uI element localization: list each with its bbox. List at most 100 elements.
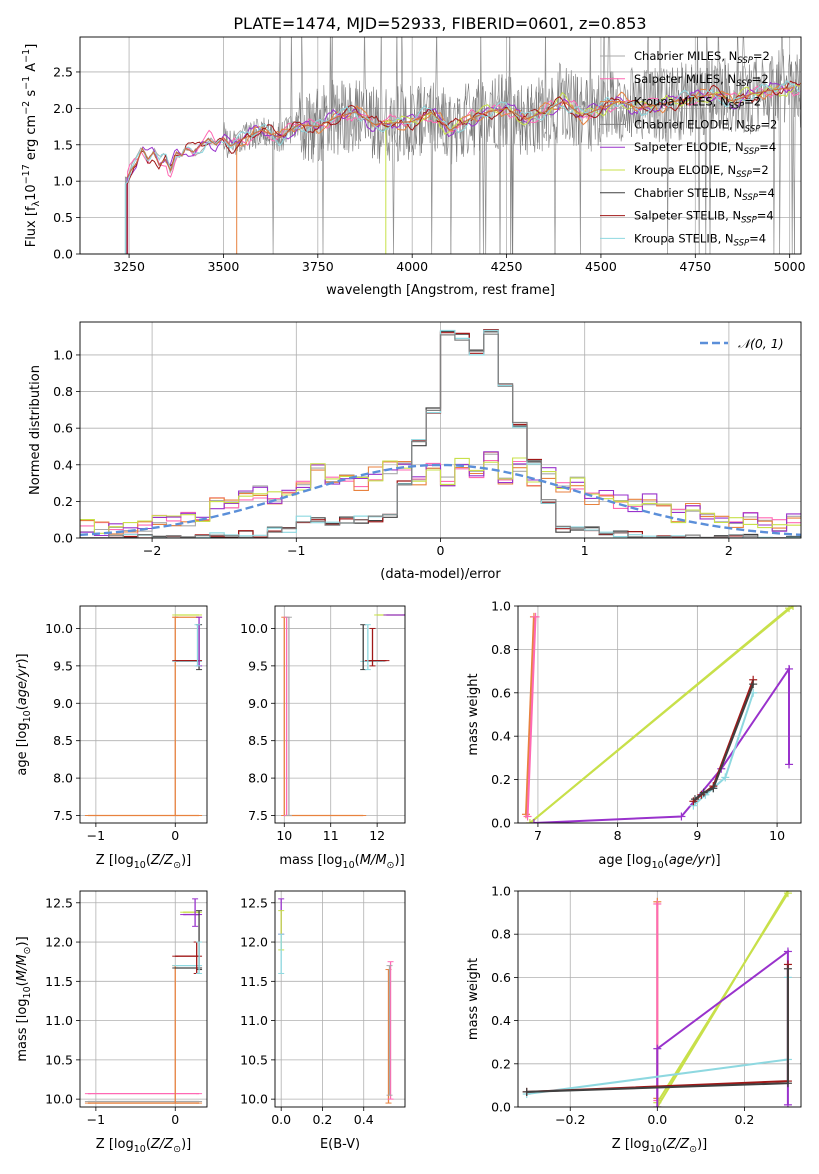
massweight-vs-Z-frame	[517, 890, 802, 1108]
label-part: ⊙	[173, 1144, 181, 1155]
label-part: Flux [f	[24, 206, 39, 247]
axes-age-vs-mass: 10 11 12 7.5 8.0 8.5 9.0 9.5 10.0	[240, 606, 405, 843]
y-tick-label: 11.0	[240, 1013, 268, 1028]
y-tick-label: 9.5	[248, 658, 268, 673]
legend-label: 𝒩(0, 1)	[738, 336, 784, 351]
y-tick-label: 10.5	[45, 1052, 73, 1067]
y-tick-label: 0.0	[53, 531, 73, 546]
label-part: (	[15, 981, 30, 986]
x-tick-label: 0.2	[313, 1112, 333, 1127]
y-tick-label: 0.2	[53, 494, 73, 509]
legend-name: Kroupa ELODIE, N	[634, 163, 736, 177]
label-part: (	[146, 853, 151, 868]
legend-sub: SSP	[736, 170, 752, 180]
label-part: Z [log	[96, 1137, 134, 1152]
x-tick-label: 0.0	[647, 1112, 667, 1127]
label-part: −2	[21, 101, 32, 115]
legend-sub: SSP	[741, 216, 757, 226]
spectrum-xlabel: wavelength [Angstrom, rest frame]	[326, 283, 555, 298]
legend-name: Chabrier STELIB, N	[634, 186, 742, 200]
age-vs-Z-xlabel: Z [log10(Z/Z⊙)]	[96, 853, 191, 871]
weight-line-1	[526, 616, 537, 817]
label-part: age/yr	[15, 662, 30, 705]
label-part: 10	[22, 986, 33, 998]
residual-hists	[80, 329, 801, 538]
label-part: 10	[652, 860, 664, 871]
y-tick-label: 12.5	[45, 895, 73, 910]
segments-mass-vs-EBV	[278, 898, 394, 1104]
weight-line-7	[692, 679, 755, 803]
legend-sub: SSP	[736, 79, 752, 89]
segments-age-vs-Z	[84, 614, 203, 817]
y-tick-label: 0.4	[53, 457, 73, 472]
x-tick-label: 0.0	[271, 1112, 291, 1127]
x-tick-label: 4000	[396, 259, 428, 274]
y-tick-label: 2.0	[53, 101, 73, 116]
legend-name: Salpeter STELIB, N	[634, 209, 741, 223]
label-part: −17	[21, 164, 32, 184]
label-part: 10	[22, 710, 33, 722]
y-tick-label: 0.8	[53, 384, 73, 399]
spectrum-model-8	[124, 80, 801, 254]
label-part: (	[355, 853, 360, 868]
legend-sub: SSP	[737, 56, 753, 66]
x-tick-label: 3500	[208, 259, 240, 274]
axes-age-vs-Z: −1 0 7.5 8.0 8.5 9.0 9.5 10.0	[45, 606, 207, 843]
label-part: −1	[21, 49, 32, 63]
label-part: mass [log	[15, 998, 30, 1061]
spectrum-continuum	[126, 87, 790, 178]
y-tick-label: 0.6	[491, 685, 511, 700]
y-tick-label: 8.0	[53, 771, 73, 786]
y-tick-label: 12.5	[240, 895, 268, 910]
legend-label: Kroupa MILES, NSSP=2	[634, 95, 761, 112]
y-tick-label: 10.0	[45, 1092, 73, 1107]
figure-title: PLATE=1474, MJD=52933, FIBERID=0601, z=0…	[233, 14, 646, 33]
x-tick-label: 7	[534, 828, 542, 843]
legend-sub: SSP	[729, 102, 745, 112]
y-tick-label: 0.2	[491, 1056, 511, 1071]
x-tick-label: 3250	[113, 259, 145, 274]
y-tick-label: 1.0	[53, 174, 73, 189]
x-tick-label: 0.2	[734, 1112, 754, 1127]
y-tick-label: 10.0	[45, 621, 73, 636]
residuals-frame	[79, 321, 802, 539]
spectrum-ylabel: Flux [fλ10−17 erg cm−2 s−1 A−1]	[21, 44, 42, 248]
label-part: )]	[697, 1137, 707, 1152]
label-part: λ	[31, 200, 42, 206]
legend-name: Kroupa MILES, N	[634, 95, 729, 109]
label-part: ]	[24, 44, 39, 49]
x-tick-label: 4750	[679, 259, 711, 274]
legend-nssp: =2	[752, 72, 769, 86]
label-part: Z/Z	[666, 1137, 690, 1152]
x-tick-label: 4500	[585, 259, 617, 274]
legend-nssp: =2	[752, 163, 769, 177]
label-part: ⊙	[387, 860, 395, 871]
x-tick-label: −1	[87, 828, 105, 843]
x-tick-label: 1	[581, 543, 589, 558]
mass-vs-EBV-frame	[274, 890, 406, 1108]
legend-label: Chabrier STELIB, NSSP=4	[634, 186, 775, 203]
lines-massweight-vs-Z	[522, 891, 792, 1107]
y-tick-label: 0.0	[53, 247, 73, 262]
label-part: ⊙	[689, 1144, 697, 1155]
y-tick-label: 0.5	[53, 210, 73, 225]
lines-massweight-vs-age	[521, 606, 798, 823]
label-part: M/M	[15, 954, 30, 981]
label-part: (	[15, 705, 30, 710]
segments-mass-vs-Z	[84, 898, 203, 1104]
weight-line-5	[529, 607, 790, 823]
label-part: M/M	[360, 853, 387, 868]
legend-sub: SSP	[742, 193, 758, 203]
y-tick-label: 7.5	[53, 808, 73, 823]
legend-name: Chabrier ELODIE, N	[634, 117, 745, 131]
age-vs-mass-xlabel: mass [log10(M/M⊙)]	[279, 853, 404, 871]
label-part: 10	[134, 860, 146, 871]
y-tick-label: 1.5	[53, 137, 73, 152]
label-part: (	[662, 1137, 667, 1152]
label-part: )]	[181, 1137, 191, 1152]
x-tick-label: 0	[171, 828, 179, 843]
axes-mass-vs-EBV: 0.0 0.2 0.4 10.0 10.5 11.0 11.5 12.0 12.5	[240, 891, 405, 1127]
residuals-ylabel: Normed distribution	[28, 365, 43, 495]
